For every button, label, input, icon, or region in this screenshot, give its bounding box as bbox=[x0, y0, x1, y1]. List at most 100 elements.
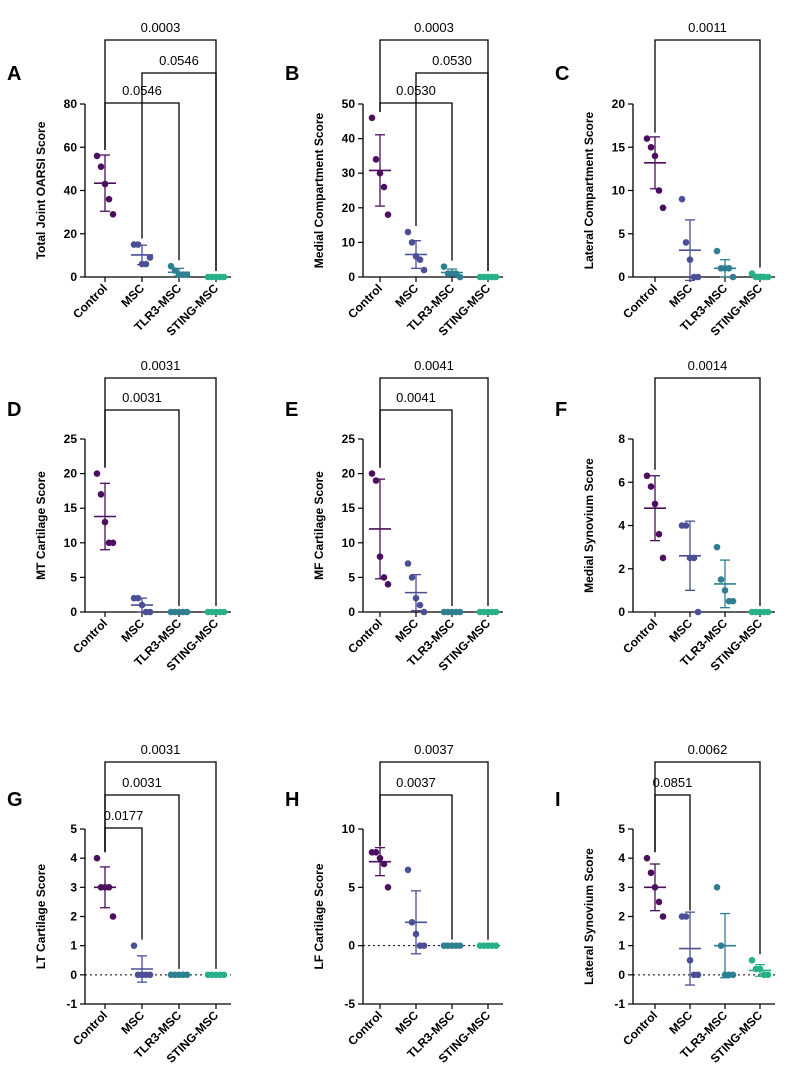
y-tick-label: 1 bbox=[70, 939, 77, 953]
y-axis-label: LF Cartilage Score bbox=[312, 863, 326, 969]
y-tick-label: 5 bbox=[70, 570, 77, 584]
data-point bbox=[404, 560, 412, 567]
panel-letter: F bbox=[555, 399, 567, 421]
x-tick-label: Control bbox=[70, 616, 110, 656]
data-point bbox=[651, 500, 659, 508]
data-point bbox=[651, 152, 659, 160]
p-value-label: 0.0031 bbox=[122, 390, 162, 405]
data-point bbox=[372, 849, 380, 856]
panel-letter: D bbox=[7, 399, 21, 421]
panel-b: B 0 10 20 30 40 50 Medial Compartment Score Cont… bbox=[285, 20, 503, 339]
panel-i: I -1 0 1 2 3 4 5 Lateral Synovium Score Control MS… bbox=[555, 742, 775, 1066]
data-point bbox=[368, 114, 376, 122]
comparison-bracket bbox=[104, 409, 180, 606]
p-value-label: 0.0062 bbox=[688, 742, 728, 757]
comparison-bracket bbox=[379, 39, 489, 271]
data-point bbox=[146, 608, 154, 616]
data-point bbox=[101, 180, 109, 188]
data-point bbox=[380, 860, 388, 868]
panel-letter: B bbox=[285, 63, 299, 85]
data-point bbox=[384, 211, 392, 219]
x-tick-label: MSC bbox=[666, 1008, 695, 1037]
data-point bbox=[183, 608, 191, 616]
data-point bbox=[659, 204, 667, 212]
data-point bbox=[659, 554, 667, 562]
data-point bbox=[647, 143, 655, 151]
data-point bbox=[492, 608, 500, 616]
y-axis-label: Lateral Synovium Score bbox=[582, 848, 596, 985]
y-tick-label: 50 bbox=[342, 97, 356, 111]
y-tick-label: -1 bbox=[66, 997, 77, 1011]
data-point bbox=[130, 942, 138, 949]
y-tick-label: 80 bbox=[64, 97, 78, 111]
data-point bbox=[404, 866, 412, 874]
p-value-label: 0.0177 bbox=[104, 808, 144, 823]
data-point bbox=[372, 477, 380, 484]
y-tick-label: 5 bbox=[348, 880, 355, 894]
data-point bbox=[109, 539, 117, 547]
data-point bbox=[659, 913, 667, 920]
data-point bbox=[416, 601, 424, 609]
y-axis-label: LT Cartilage Score bbox=[34, 864, 48, 969]
x-tick-label: Control bbox=[70, 1008, 110, 1048]
data-point bbox=[412, 930, 420, 938]
y-axis-label: MF Cartilage Score bbox=[312, 471, 326, 580]
y-tick-label: 20 bbox=[612, 97, 626, 111]
data-point bbox=[686, 256, 694, 264]
x-tick-label: Control bbox=[620, 616, 660, 656]
x-tick-label: MSC bbox=[392, 1008, 421, 1037]
y-tick-label: 0 bbox=[70, 968, 77, 982]
y-tick-label: 4 bbox=[618, 851, 625, 865]
y-tick-label: -5 bbox=[344, 997, 355, 1011]
y-tick-label: 20 bbox=[64, 467, 78, 481]
data-point bbox=[171, 267, 179, 274]
data-point bbox=[167, 262, 175, 270]
data-point bbox=[420, 608, 428, 616]
data-point bbox=[717, 942, 725, 949]
data-point bbox=[101, 518, 109, 526]
data-point bbox=[694, 971, 702, 979]
data-point bbox=[420, 266, 428, 274]
data-point bbox=[183, 971, 191, 979]
data-point bbox=[655, 530, 663, 538]
data-point bbox=[105, 884, 113, 891]
y-tick-label: 25 bbox=[342, 432, 356, 446]
data-point bbox=[764, 971, 772, 979]
panel-letter: A bbox=[7, 63, 21, 85]
data-point bbox=[456, 608, 464, 616]
y-tick-label: 0 bbox=[618, 270, 625, 284]
data-point bbox=[721, 587, 729, 594]
data-point bbox=[109, 913, 117, 920]
x-tick-label: Control bbox=[345, 1008, 385, 1048]
data-point bbox=[682, 522, 690, 529]
y-tick-label: 20 bbox=[342, 467, 356, 481]
data-point bbox=[756, 965, 764, 973]
data-point bbox=[380, 183, 388, 191]
y-tick-label: 15 bbox=[64, 501, 78, 515]
y-tick-label: 25 bbox=[64, 432, 78, 446]
y-axis-label: Medial Compartment Score bbox=[312, 112, 326, 268]
comparison-bracket bbox=[104, 39, 217, 271]
data-point bbox=[134, 594, 142, 602]
y-tick-label: 0 bbox=[70, 270, 77, 284]
data-point bbox=[380, 574, 388, 581]
data-point bbox=[408, 239, 416, 246]
p-value-label: 0.0031 bbox=[141, 742, 181, 757]
p-value-label: 0.0014 bbox=[688, 358, 728, 373]
x-tick-label: Control bbox=[345, 281, 385, 321]
y-tick-label: 40 bbox=[64, 184, 78, 198]
y-tick-label: 20 bbox=[342, 201, 356, 215]
data-point bbox=[686, 956, 694, 964]
y-tick-label: 10 bbox=[342, 822, 356, 836]
p-value-label: 0.0851 bbox=[653, 775, 693, 790]
data-point bbox=[97, 491, 105, 498]
comparison-bracket bbox=[654, 39, 761, 268]
data-point bbox=[440, 263, 448, 270]
data-point bbox=[713, 884, 721, 891]
panel-letter: H bbox=[285, 789, 299, 811]
p-value-label: 0.0041 bbox=[414, 358, 454, 373]
y-tick-label: 10 bbox=[342, 536, 356, 550]
